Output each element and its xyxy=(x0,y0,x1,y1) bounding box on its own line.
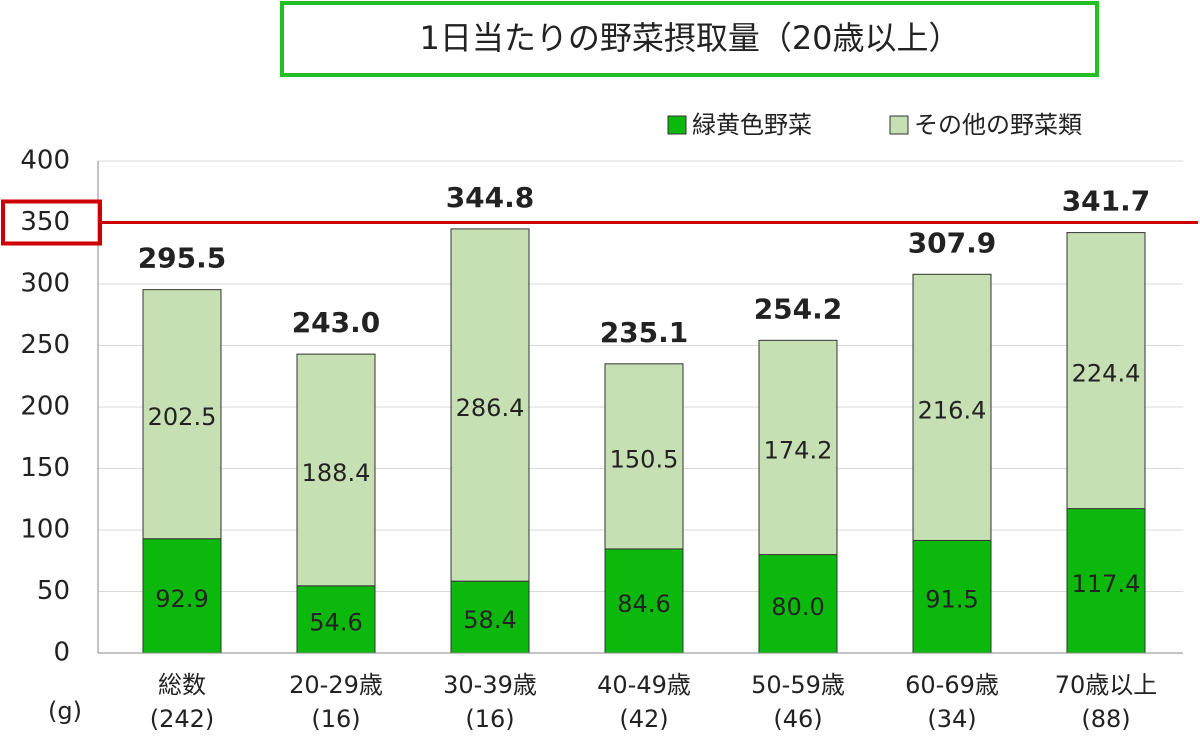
bar-segment xyxy=(142,289,222,540)
value-label: 150.5 xyxy=(610,445,679,473)
bar-segment xyxy=(604,363,684,550)
total-label: 254.2 xyxy=(754,292,843,325)
legend-label: 緑黄色野菜 xyxy=(692,111,812,139)
value-label: 91.5 xyxy=(925,586,978,614)
total-label: 295.5 xyxy=(138,242,227,275)
x-tick-label: 30-39歳 xyxy=(443,671,537,699)
bar-segment xyxy=(604,548,684,654)
bar-segment xyxy=(1066,232,1146,510)
y-tick-label: 0 xyxy=(53,638,70,668)
total-label: 307.9 xyxy=(908,226,997,259)
bar-segment xyxy=(912,273,992,541)
legend-label: その他の野菜類 xyxy=(914,111,1082,139)
total-label: 235.1 xyxy=(600,316,689,349)
y-tick-label: 300 xyxy=(20,269,70,299)
value-label: 286.4 xyxy=(456,394,525,422)
x-tick-count: (88) xyxy=(1081,705,1130,733)
value-label: 92.9 xyxy=(155,585,208,613)
x-tick-count: (46) xyxy=(773,705,822,733)
y-tick-label: 250 xyxy=(20,330,70,360)
legend-swatch xyxy=(889,115,909,135)
bar-segment xyxy=(758,339,838,556)
y-tick-label: 400 xyxy=(20,146,70,176)
x-tick-label: 20-29歳 xyxy=(289,671,383,699)
value-label: 80.0 xyxy=(771,593,824,621)
reference-highlight xyxy=(1,199,102,246)
value-label: 84.6 xyxy=(617,590,670,618)
y-tick-label: 100 xyxy=(20,515,70,545)
value-label: 174.2 xyxy=(764,436,833,464)
total-label: 344.8 xyxy=(446,181,535,214)
x-tick-count: (242) xyxy=(150,705,215,733)
x-tick-label: 60-69歳 xyxy=(905,671,999,699)
bar-segment xyxy=(758,554,838,654)
x-tick-count: (34) xyxy=(927,705,976,733)
value-label: 188.4 xyxy=(302,459,371,487)
x-tick-label: 40-49歳 xyxy=(597,671,691,699)
bar-segment xyxy=(296,353,376,587)
y-unit: (g) xyxy=(48,697,82,725)
y-tick-label: 350 xyxy=(20,207,70,237)
y-tick-label: 150 xyxy=(20,453,70,483)
y-tick-label: 50 xyxy=(37,576,70,606)
value-label: 117.4 xyxy=(1072,570,1141,598)
value-label: 224.4 xyxy=(1072,360,1141,388)
x-tick-count: (42) xyxy=(619,705,668,733)
value-label: 58.4 xyxy=(463,606,516,634)
x-tick-count: (16) xyxy=(465,705,514,733)
legend-swatch xyxy=(667,115,687,135)
x-tick-label: 70歳以上 xyxy=(1055,671,1158,699)
bar-segment xyxy=(296,585,376,654)
total-label: 341.7 xyxy=(1062,185,1151,218)
x-tick-count: (16) xyxy=(311,705,360,733)
total-label: 243.0 xyxy=(292,306,381,339)
title-box xyxy=(280,1,1099,77)
bar-segment xyxy=(450,580,530,654)
value-label: 216.4 xyxy=(918,396,987,424)
x-tick-label: 総数 xyxy=(158,671,206,699)
chart-title: 1日当たりの野菜摂取量（20歳以上） xyxy=(419,19,960,57)
value-label: 54.6 xyxy=(309,608,362,636)
bar-segment xyxy=(142,538,222,654)
value-label: 202.5 xyxy=(148,403,217,431)
bar-segment xyxy=(912,539,992,654)
bar-segment xyxy=(1066,508,1146,654)
y-tick-label: 200 xyxy=(20,392,70,422)
bar-segment xyxy=(450,228,530,582)
x-tick-label: 50-59歳 xyxy=(751,671,845,699)
